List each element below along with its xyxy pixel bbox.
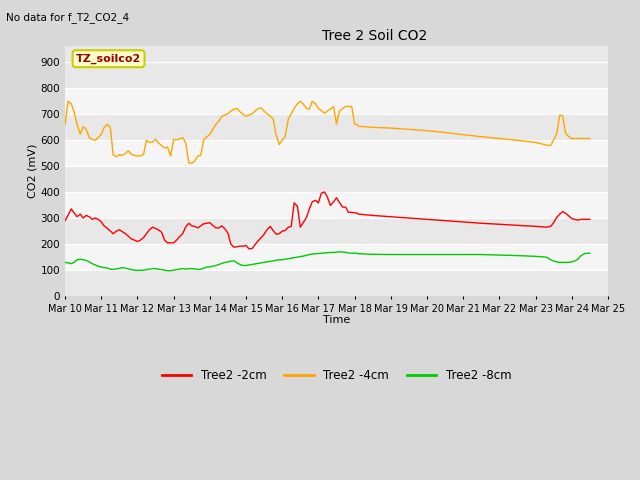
Legend: Tree2 -2cm, Tree2 -4cm, Tree2 -8cm: Tree2 -2cm, Tree2 -4cm, Tree2 -8cm	[157, 365, 516, 387]
Bar	[65, 192, 608, 218]
Bar	[65, 244, 608, 270]
Bar	[65, 88, 608, 114]
Y-axis label: CO2 (mV): CO2 (mV)	[28, 144, 38, 198]
X-axis label: Time: Time	[323, 315, 350, 325]
Bar	[65, 61, 608, 88]
Bar	[65, 140, 608, 166]
Text: No data for f_T2_CO2_4: No data for f_T2_CO2_4	[6, 12, 129, 23]
Bar	[65, 114, 608, 140]
Bar	[65, 166, 608, 192]
Bar	[65, 270, 608, 296]
Title: Tree 2 Soil CO2: Tree 2 Soil CO2	[322, 29, 427, 43]
Text: TZ_soilco2: TZ_soilco2	[76, 54, 141, 64]
Bar	[65, 218, 608, 244]
